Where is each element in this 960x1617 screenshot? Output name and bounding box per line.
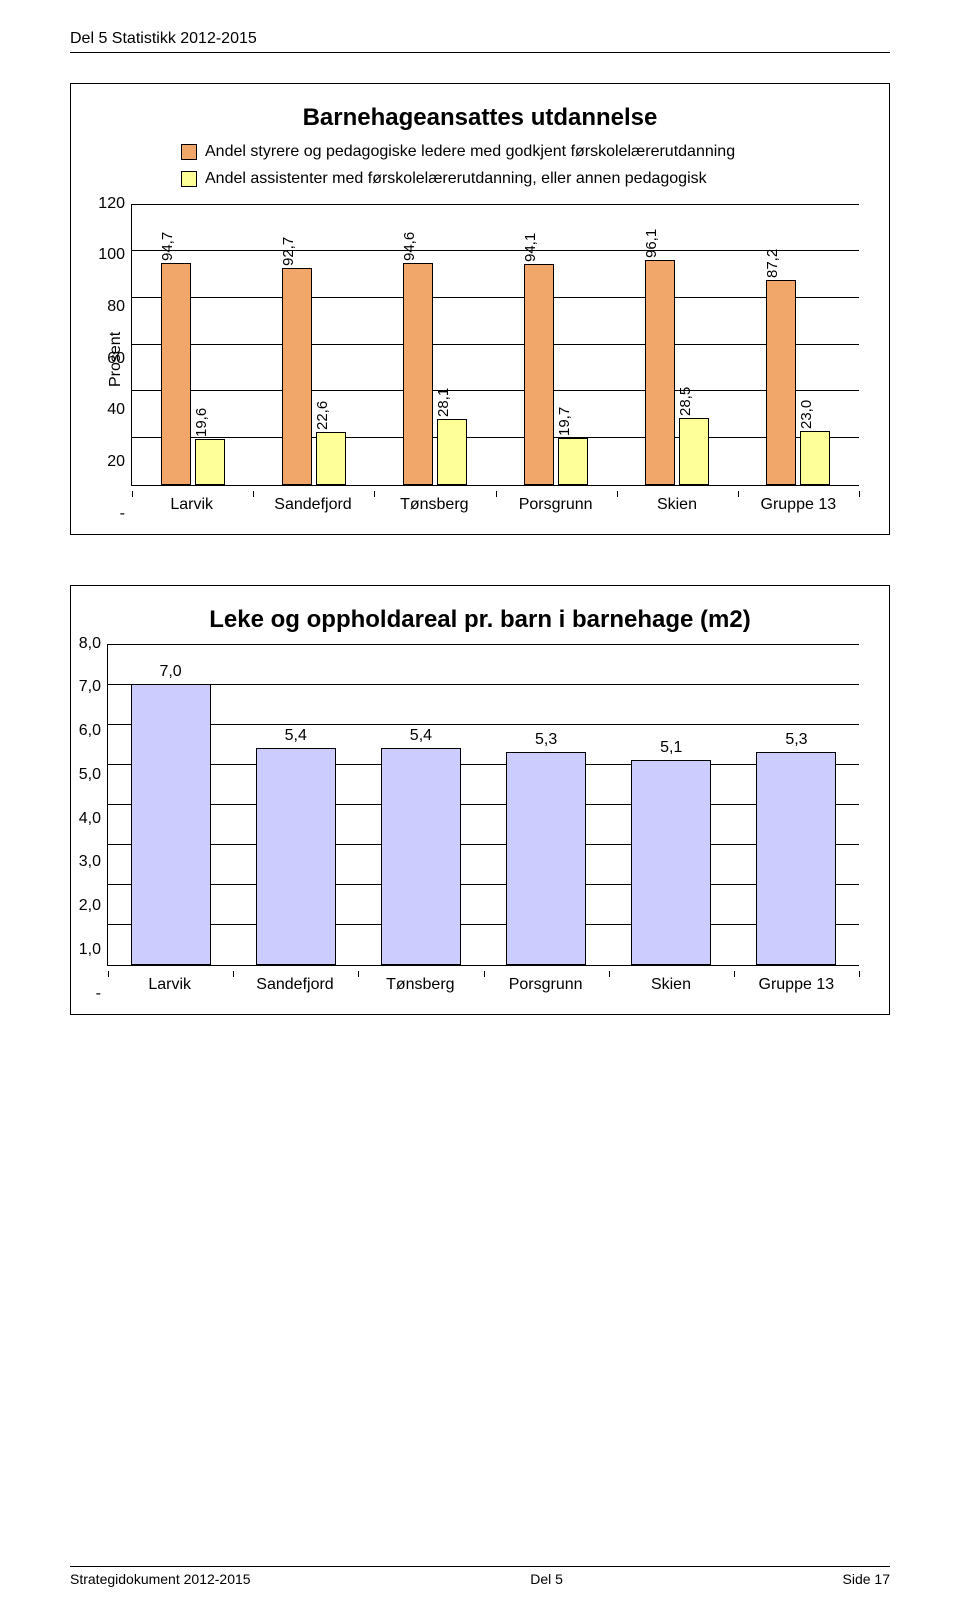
- bar-group: 5,3: [484, 644, 609, 965]
- bar-value-label: 94,1: [522, 233, 539, 262]
- legend-label: Andel assistenter med førskolelærerutdan…: [205, 169, 707, 190]
- bar-value-label: 94,6: [401, 232, 418, 261]
- x-tickmark: [859, 491, 860, 497]
- bar: 7,0: [131, 684, 211, 965]
- bar-value-label: 5,3: [535, 731, 557, 749]
- chart1-plot-area: 94,719,692,722,694,628,194,119,796,128,5…: [131, 204, 859, 486]
- x-axis-label: Sandefjord: [232, 966, 357, 994]
- x-tickmark: [132, 491, 133, 497]
- bar: 28,1: [437, 419, 467, 485]
- bar-value-label: 5,4: [410, 727, 432, 745]
- bar-group: 94,628,1: [374, 204, 495, 485]
- bar-value-label: 22,6: [314, 400, 331, 429]
- bar: 5,3: [756, 752, 836, 965]
- x-tickmark: [609, 971, 610, 977]
- bar: 5,4: [381, 748, 461, 965]
- bar-group: 96,128,5: [617, 204, 738, 485]
- bar-group: 5,4: [358, 644, 483, 965]
- x-axis-label: Tønsberg: [374, 486, 495, 514]
- bar: 5,4: [256, 748, 336, 965]
- footer-center: Del 5: [530, 1571, 563, 1587]
- x-tickmark: [233, 971, 234, 977]
- legend-label: Andel styrere og pedagogiske ledere med …: [205, 142, 735, 163]
- x-axis-label: Sandefjord: [252, 486, 373, 514]
- bar: 87,2: [766, 280, 796, 484]
- x-axis-label: Skien: [616, 486, 737, 514]
- x-axis-label: Skien: [608, 966, 733, 994]
- bar-value-label: 19,6: [193, 408, 210, 437]
- bar-group: 7,0: [108, 644, 233, 965]
- bar-group: 5,3: [734, 644, 859, 965]
- x-tickmark: [108, 971, 109, 977]
- x-axis-label: Tønsberg: [358, 966, 483, 994]
- bar: 5,1: [631, 760, 711, 965]
- legend-item: Andel assistenter med førskolelærerutdan…: [181, 169, 859, 190]
- chart2-title: Leke og oppholdareal pr. barn i barnehag…: [101, 606, 859, 634]
- page-header: Del 5 Statistikk 2012-2015: [70, 30, 890, 53]
- x-axis-label: Porsgrunn: [495, 486, 616, 514]
- bar-value-label: 5,1: [660, 739, 682, 757]
- footer-right: Side 17: [843, 1571, 890, 1587]
- x-tickmark: [374, 491, 375, 497]
- x-tickmark: [617, 491, 618, 497]
- x-tickmark: [484, 971, 485, 977]
- bar-group: 87,223,0: [738, 204, 859, 485]
- legend-swatch: [181, 171, 197, 187]
- bar-group: 94,719,6: [132, 204, 253, 485]
- footer-left: Strategidokument 2012-2015: [70, 1571, 251, 1587]
- bar-value-label: 28,5: [677, 387, 694, 416]
- page-footer: Strategidokument 2012-2015 Del 5 Side 17: [70, 1566, 890, 1587]
- chart1-title: Barnehageansattes utdannelse: [101, 104, 859, 132]
- page: Del 5 Statistikk 2012-2015 Barnehageansa…: [0, 0, 960, 1617]
- bar-value-label: 87,2: [764, 249, 781, 278]
- bar-value-label: 28,1: [435, 388, 452, 417]
- x-axis-label: Larvik: [131, 486, 252, 514]
- x-axis-label: Gruppe 13: [734, 966, 859, 994]
- x-axis-label: Gruppe 13: [738, 486, 859, 514]
- x-tickmark: [253, 491, 254, 497]
- bar: 22,6: [316, 432, 346, 485]
- legend-swatch: [181, 144, 197, 160]
- bar: 5,3: [506, 752, 586, 965]
- bar: 94,6: [403, 263, 433, 485]
- bar: 94,7: [161, 263, 191, 485]
- bar-value-label: 23,0: [798, 400, 815, 429]
- x-tickmark: [358, 971, 359, 977]
- bar-group: 5,1: [609, 644, 734, 965]
- chart1-plot-wrap: Prosent 12010080604020- 94,719,692,722,6…: [101, 204, 859, 514]
- bar: 92,7: [282, 268, 312, 485]
- bar-group: 5,4: [233, 644, 358, 965]
- bar: 19,7: [558, 438, 588, 484]
- bar: 96,1: [645, 260, 675, 485]
- bar: 23,0: [800, 431, 830, 485]
- chart1-bars-row: 94,719,692,722,694,628,194,119,796,128,5…: [132, 204, 859, 485]
- bar-group: 94,119,7: [496, 204, 617, 485]
- chart2-plot-wrap: 8,07,06,05,04,03,02,01,0- 7,05,45,45,35,…: [101, 644, 859, 994]
- bar-value-label: 19,7: [556, 407, 573, 436]
- chart2-bars-row: 7,0 5,4 5,4 5,3 5,1 5,3: [108, 644, 859, 965]
- bar-value-label: 94,7: [159, 232, 176, 261]
- x-axis-label: Larvik: [107, 966, 232, 994]
- chart2-plot-area: 7,0 5,4 5,4 5,3 5,1 5,3: [107, 644, 859, 966]
- bar-value-label: 5,4: [285, 727, 307, 745]
- bar-value-label: 96,1: [643, 228, 660, 257]
- chart-leke-oppholdareal: Leke og oppholdareal pr. barn i barnehag…: [70, 585, 890, 1015]
- bar-group: 92,722,6: [253, 204, 374, 485]
- x-tickmark: [738, 491, 739, 497]
- x-tickmark: [496, 491, 497, 497]
- bar: 94,1: [524, 264, 554, 484]
- x-tickmark: [734, 971, 735, 977]
- x-axis-label: Porsgrunn: [483, 966, 608, 994]
- chart1-legend: Andel styrere og pedagogiske ledere med …: [181, 142, 859, 190]
- bar: 28,5: [679, 418, 709, 485]
- bar-value-label: 7,0: [159, 663, 181, 681]
- chart-barnehage-utdannelse: Barnehageansattes utdannelse Andel styre…: [70, 83, 890, 535]
- bar-value-label: 92,7: [280, 236, 297, 265]
- legend-item: Andel styrere og pedagogiske ledere med …: [181, 142, 859, 163]
- bar: 19,6: [195, 439, 225, 485]
- x-tickmark: [859, 971, 860, 977]
- bar-value-label: 5,3: [785, 731, 807, 749]
